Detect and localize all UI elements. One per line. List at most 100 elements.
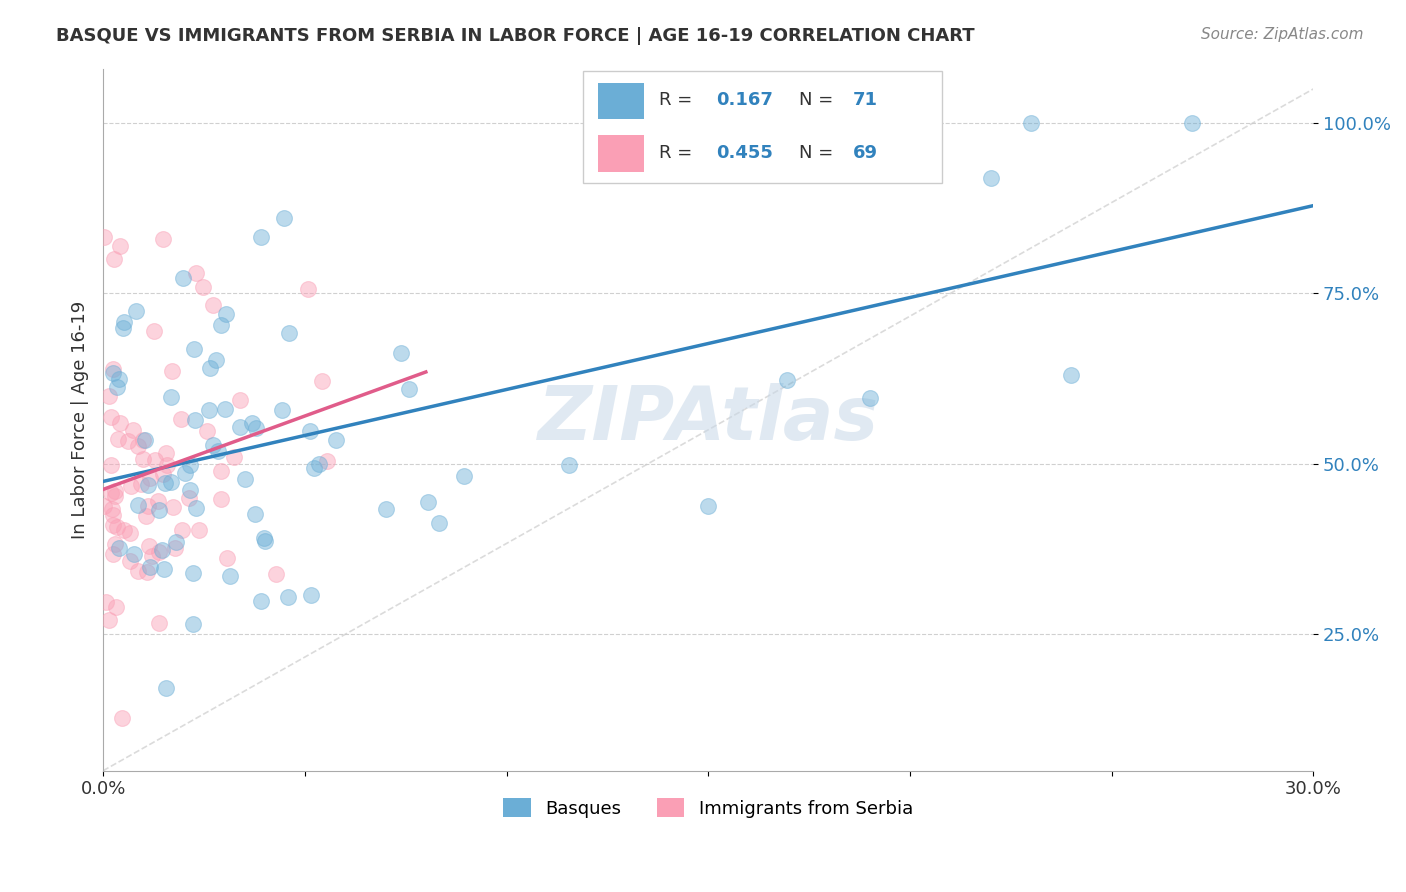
Point: [146, 494, 169, 508]
Point: [374, 502, 396, 516]
Point: [229, 392, 252, 407]
Text: BASQUE VS IMMIGRANTS FROM SERBIA IN LABOR FORCE | AGE 16-19 CORRELATION CHART: BASQUE VS IMMIGRANTS FROM SERBIA IN LABO…: [56, 27, 974, 45]
Point: [131, 477, 153, 491]
Point: [297, 282, 319, 296]
Point: [1181, 116, 1204, 130]
Point: [124, 304, 146, 318]
Point: [174, 467, 197, 481]
Point: [103, 252, 125, 267]
Point: [254, 534, 277, 549]
Point: [184, 266, 207, 280]
Point: [389, 346, 412, 360]
Point: [188, 523, 211, 537]
Point: [101, 502, 124, 516]
Point: [235, 472, 257, 486]
Point: [100, 458, 122, 473]
Text: 71: 71: [852, 91, 877, 110]
Point: [316, 454, 339, 468]
Point: [229, 419, 252, 434]
Point: [179, 491, 201, 505]
Point: [264, 567, 287, 582]
Point: [250, 594, 273, 608]
Point: [170, 412, 193, 426]
Point: [302, 460, 325, 475]
Point: [93, 229, 115, 244]
Text: R =: R =: [659, 144, 697, 161]
Point: [1060, 368, 1083, 383]
Point: [107, 372, 129, 386]
Point: [118, 525, 141, 540]
Point: [152, 232, 174, 246]
Point: [150, 543, 173, 558]
Text: ZIPAtlas: ZIPAtlas: [537, 383, 879, 456]
Point: [215, 550, 238, 565]
Point: [198, 361, 221, 376]
Point: [152, 562, 174, 576]
Point: [143, 325, 166, 339]
Point: [165, 535, 187, 549]
Point: [697, 499, 720, 513]
Point: [108, 416, 131, 430]
Point: [120, 554, 142, 568]
Point: [214, 401, 236, 416]
Point: [184, 413, 207, 427]
Point: [427, 516, 450, 530]
Point: [101, 366, 124, 380]
Point: [299, 588, 322, 602]
Point: [181, 566, 204, 580]
Point: [152, 467, 174, 482]
Point: [858, 391, 880, 405]
Text: N =: N =: [799, 91, 838, 110]
Point: [112, 315, 135, 329]
FancyBboxPatch shape: [583, 71, 942, 183]
Point: [138, 560, 160, 574]
Point: [201, 438, 224, 452]
Point: [131, 452, 153, 467]
Point: [162, 500, 184, 514]
Point: [98, 613, 121, 627]
Point: [253, 531, 276, 545]
Point: [245, 507, 267, 521]
Point: [204, 353, 226, 368]
Point: [153, 475, 176, 490]
Point: [240, 416, 263, 430]
Legend: Basques, Immigrants from Serbia: Basques, Immigrants from Serbia: [496, 791, 920, 825]
Point: [136, 565, 159, 579]
Point: [160, 475, 183, 489]
Point: [134, 434, 156, 448]
Point: [245, 421, 267, 435]
Point: [209, 464, 232, 478]
Point: [120, 478, 142, 492]
Point: [398, 382, 420, 396]
Point: [156, 458, 179, 472]
Point: [453, 469, 475, 483]
Point: [209, 491, 232, 506]
Point: [160, 364, 183, 378]
Point: [148, 616, 170, 631]
Point: [325, 433, 347, 447]
Point: [155, 681, 177, 696]
Point: [108, 541, 131, 556]
Point: [103, 362, 125, 376]
Point: [141, 549, 163, 564]
Point: [273, 211, 295, 226]
Point: [209, 318, 232, 332]
Point: [97, 389, 120, 403]
Point: [104, 483, 127, 498]
Point: [224, 450, 246, 465]
Point: [277, 590, 299, 604]
Point: [298, 424, 321, 438]
Point: [139, 471, 162, 485]
Point: [416, 495, 439, 509]
Point: [183, 342, 205, 356]
Point: [135, 508, 157, 523]
Point: [94, 595, 117, 609]
Point: [207, 444, 229, 458]
Point: [179, 458, 201, 473]
Text: N =: N =: [799, 144, 838, 161]
Point: [143, 452, 166, 467]
Point: [148, 502, 170, 516]
Point: [105, 520, 128, 534]
Point: [107, 432, 129, 446]
Point: [117, 434, 139, 448]
